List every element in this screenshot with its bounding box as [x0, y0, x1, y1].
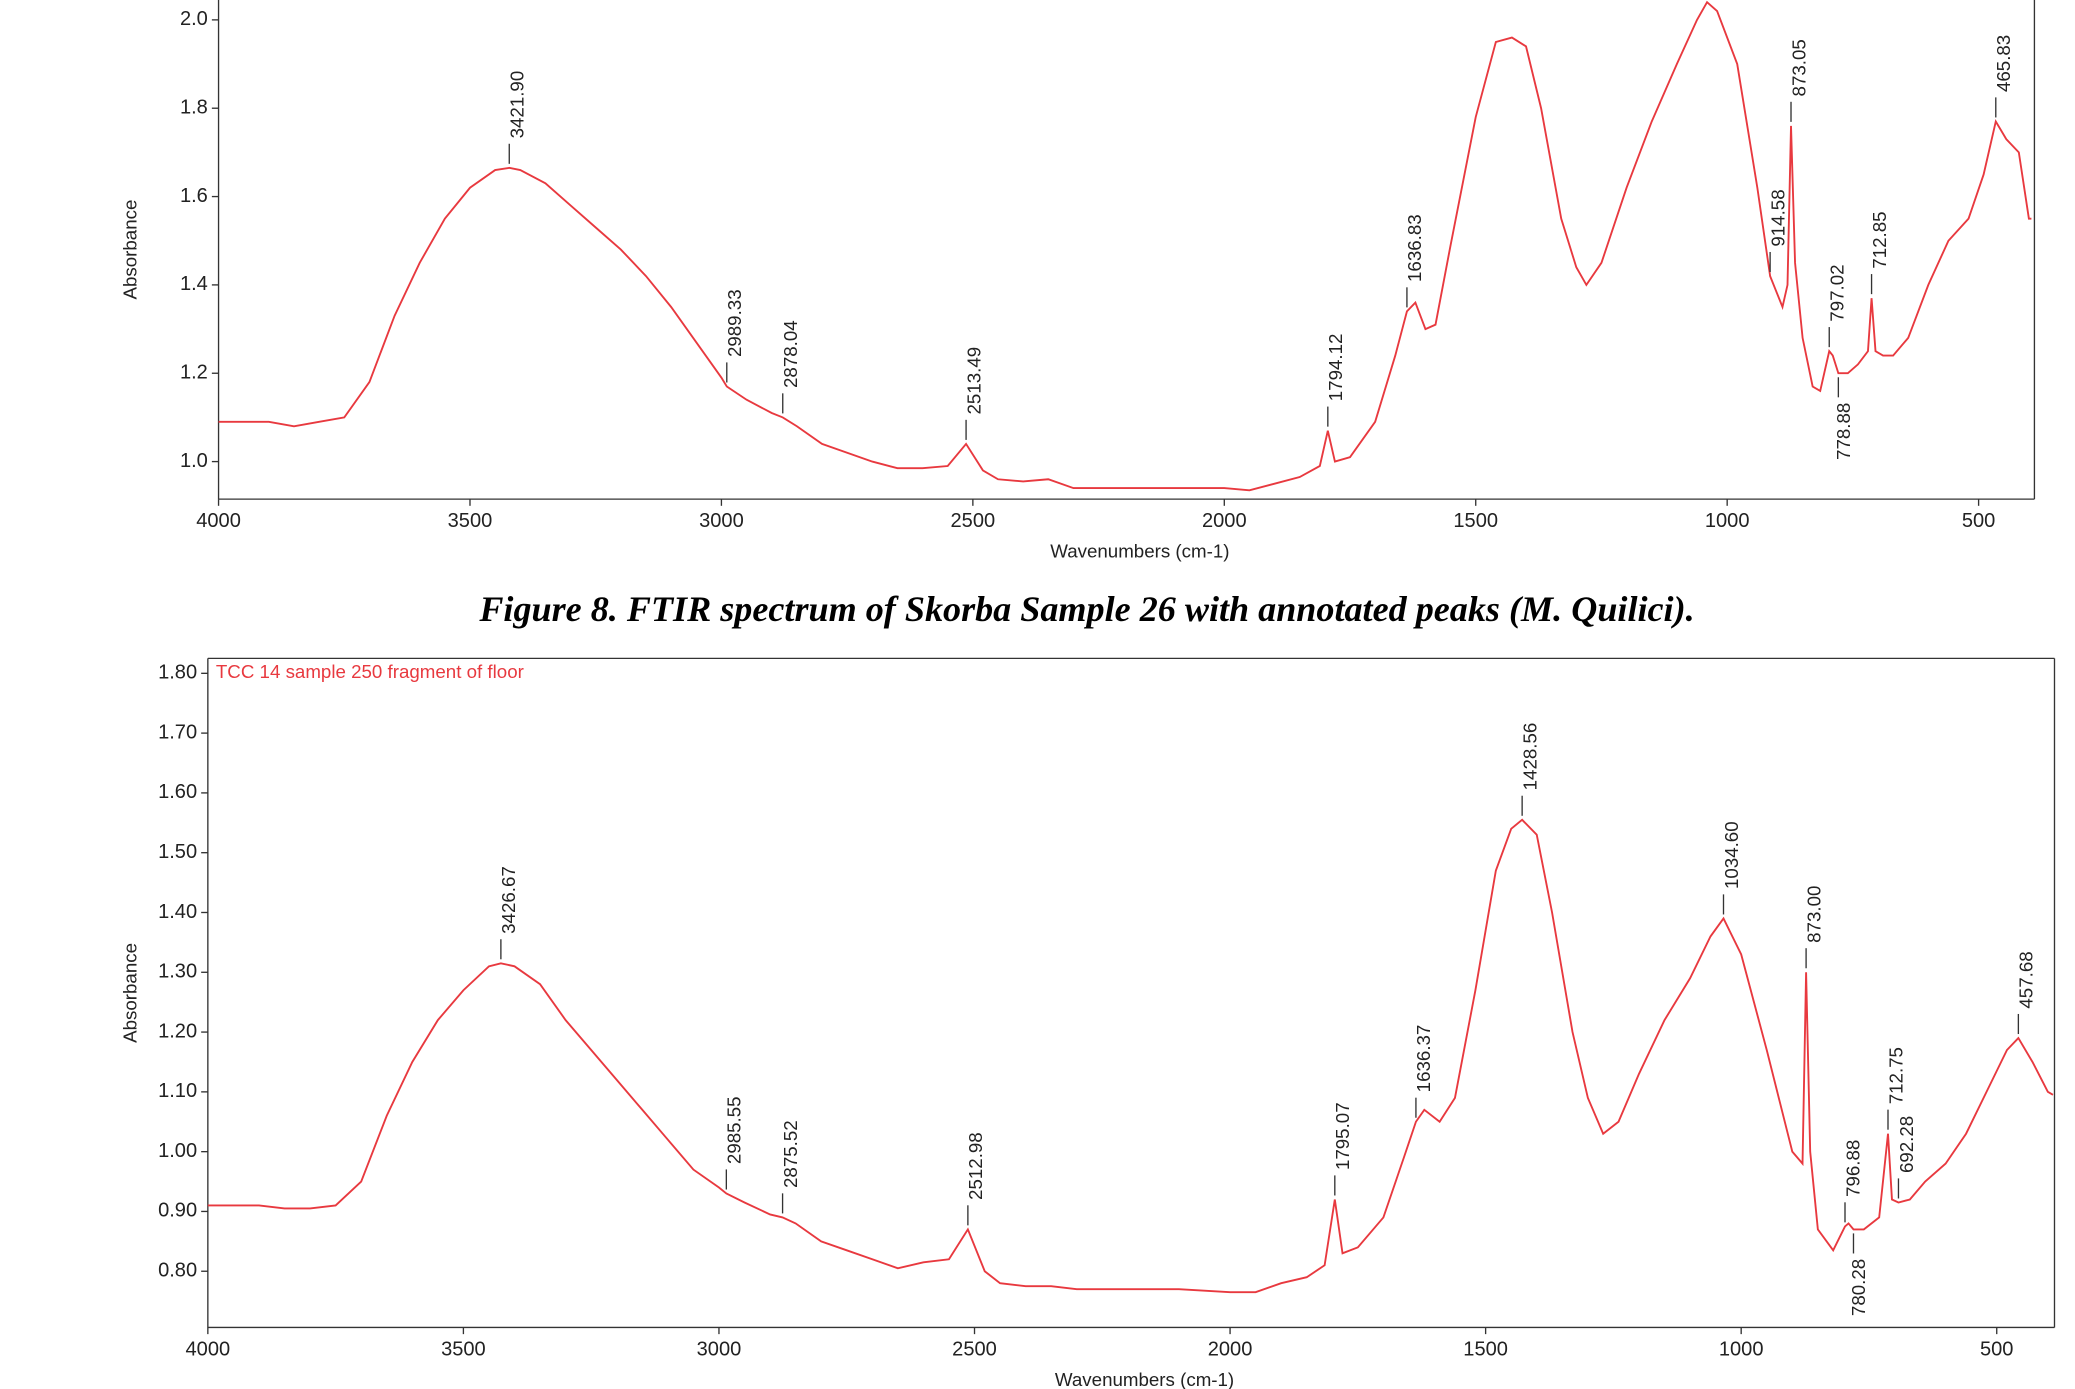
y-tick-label: 1.40	[158, 901, 197, 923]
peak-label: 1795.07	[1332, 1102, 1353, 1170]
y-tick-label: 1.60	[158, 781, 197, 803]
y-axis-label: Absorbance	[120, 200, 141, 300]
x-axis-label: Wavenumbers (cm-1)	[1050, 541, 1229, 562]
x-axis-label: Wavenumbers (cm-1)	[1055, 1369, 1234, 1389]
x-tick-label: 4000	[186, 1338, 231, 1360]
peak-label: 2512.98	[965, 1132, 986, 1200]
peak-label: 712.85	[1869, 211, 1890, 268]
y-tick-label: 1.70	[158, 721, 197, 743]
x-tick-label: 2000	[1208, 1338, 1253, 1360]
x-tick-label: 3000	[699, 510, 744, 532]
y-tick-label: 1.50	[158, 841, 197, 863]
peak-label: 465.83	[1993, 35, 2014, 92]
peak-label: 2875.52	[780, 1120, 801, 1188]
y-tick-label: 0.80	[158, 1260, 197, 1282]
peak-label: 1636.37	[1413, 1025, 1434, 1093]
x-tick-label: 1000	[1719, 1338, 1764, 1360]
peak-label: 2985.55	[724, 1096, 745, 1164]
peak-label: 1034.60	[1721, 821, 1742, 889]
y-tick-label: 1.6	[180, 185, 208, 207]
y-tick-label: 1.80	[158, 662, 197, 684]
peak-label: 3421.90	[507, 71, 528, 139]
peak-label: 692.28	[1896, 1116, 1917, 1173]
x-tick-label: 500	[1962, 510, 1995, 532]
spectrum-line	[207, 818, 2054, 1294]
y-tick-label: 0.90	[158, 1200, 197, 1222]
spectrum-line	[218, 0, 2032, 492]
y-tick-label: 1.10	[158, 1080, 197, 1102]
x-tick-label: 3500	[441, 1338, 486, 1360]
peak-label: 3426.67	[498, 866, 519, 934]
chart-subtitle: TCC 14 sample 250 fragment of floor	[216, 661, 524, 682]
x-tick-label: 3000	[697, 1338, 742, 1360]
peak-label: 2513.49	[963, 347, 984, 415]
y-tick-label: 1.30	[158, 961, 197, 983]
x-tick-label: 1500	[1453, 510, 1498, 532]
x-tick-label: 2500	[951, 510, 996, 532]
peak-label: 778.88	[1833, 403, 1854, 460]
peak-label: 457.68	[2016, 951, 2037, 1008]
y-tick-label: 1.4	[180, 273, 208, 295]
y-tick-label: 1.0	[180, 450, 208, 472]
x-tick-label: 2500	[952, 1338, 997, 1360]
y-tick-label: 1.2	[180, 362, 208, 384]
peak-label: 914.58	[1767, 189, 1788, 246]
y-tick-label: 1.20	[158, 1020, 197, 1042]
y-tick-label: 1.8	[180, 97, 208, 119]
peak-label: 873.00	[1803, 886, 1824, 943]
figure-caption: Figure 8. FTIR spectrum of Skorba Sample…	[478, 589, 1694, 629]
peak-label: 2989.33	[724, 289, 745, 357]
x-tick-label: 3500	[448, 510, 493, 532]
peak-label: 1794.12	[1325, 334, 1346, 402]
x-tick-label: 2000	[1202, 510, 1247, 532]
y-tick-label: 2.0	[180, 8, 208, 30]
peak-label: 712.75	[1885, 1047, 1906, 1104]
peak-label: 1428.56	[1519, 723, 1540, 791]
peak-label: 796.88	[1842, 1140, 1863, 1197]
peak-label: 1636.83	[1404, 214, 1425, 282]
x-tick-label: 500	[1980, 1338, 2013, 1360]
peak-label: 2878.04	[780, 320, 801, 388]
x-tick-label: 4000	[196, 510, 241, 532]
x-tick-label: 1000	[1705, 510, 1750, 532]
peak-label: 873.05	[1788, 39, 1809, 96]
peak-label: 780.28	[1848, 1259, 1869, 1316]
peak-label: 797.02	[1827, 264, 1848, 321]
y-tick-label: 1.00	[158, 1140, 197, 1162]
y-axis-label: Absorbance	[120, 943, 141, 1043]
x-tick-label: 1500	[1463, 1338, 1508, 1360]
